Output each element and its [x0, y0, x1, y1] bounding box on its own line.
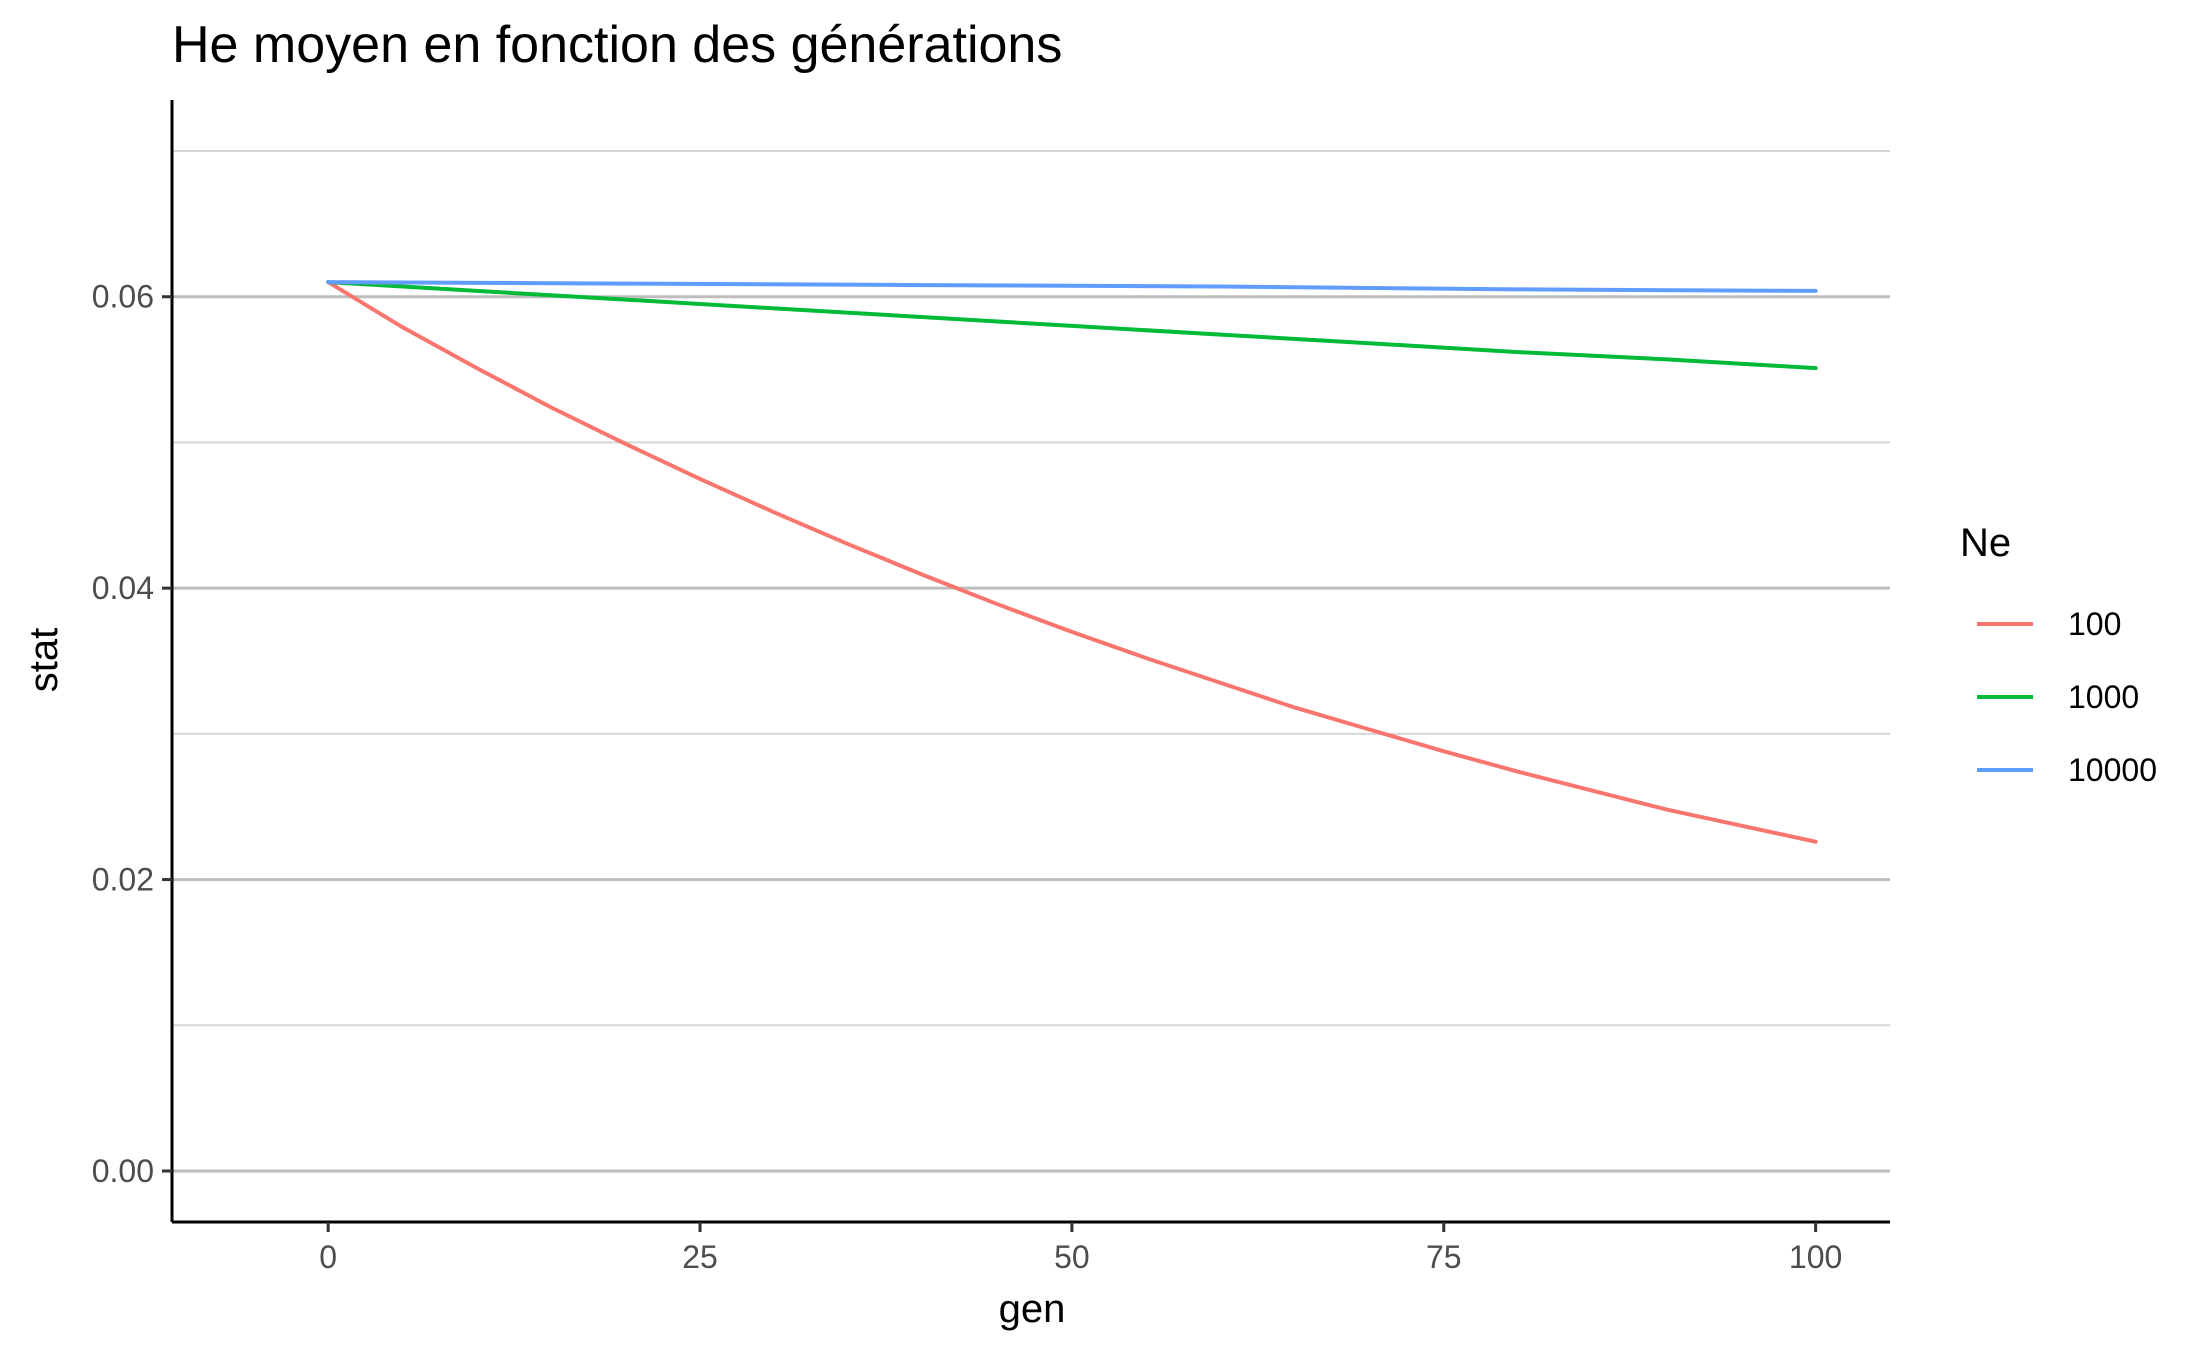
- x-tick-label: 50: [1054, 1239, 1090, 1275]
- x-axis-ticks: 0 25 50 75 100: [319, 1222, 1842, 1275]
- chart-title: He moyen en fonction des générations: [172, 16, 1062, 74]
- series-line-10000: [326, 280, 1818, 293]
- series-line-100: [326, 280, 1818, 844]
- gridlines: [172, 150, 1890, 1173]
- y-tick-label: 0.04: [92, 570, 154, 606]
- x-tick-label: 75: [1426, 1239, 1462, 1275]
- legend-label-1000: 1000: [2068, 679, 2139, 715]
- y-tick-label: 0.06: [92, 279, 154, 315]
- y-tick-label: 0.00: [92, 1153, 154, 1189]
- x-tick-label: 0: [319, 1239, 337, 1275]
- series-lines: [326, 280, 1818, 844]
- series-line-1000: [326, 280, 1818, 371]
- x-tick-label: 100: [1789, 1239, 1842, 1275]
- legend: Ne 100 1000 10000: [1960, 521, 2157, 788]
- legend-label-10000: 10000: [2068, 752, 2157, 788]
- y-axis-title: stat: [22, 628, 66, 692]
- legend-title: Ne: [1960, 521, 2011, 565]
- x-axis-title: gen: [999, 1287, 1066, 1331]
- axes: [170, 100, 1890, 1224]
- y-tick-label: 0.02: [92, 862, 154, 898]
- y-axis-ticks: 0.00 0.02 0.04 0.06: [92, 279, 172, 1189]
- x-tick-label: 25: [682, 1239, 718, 1275]
- legend-label-100: 100: [2068, 606, 2121, 642]
